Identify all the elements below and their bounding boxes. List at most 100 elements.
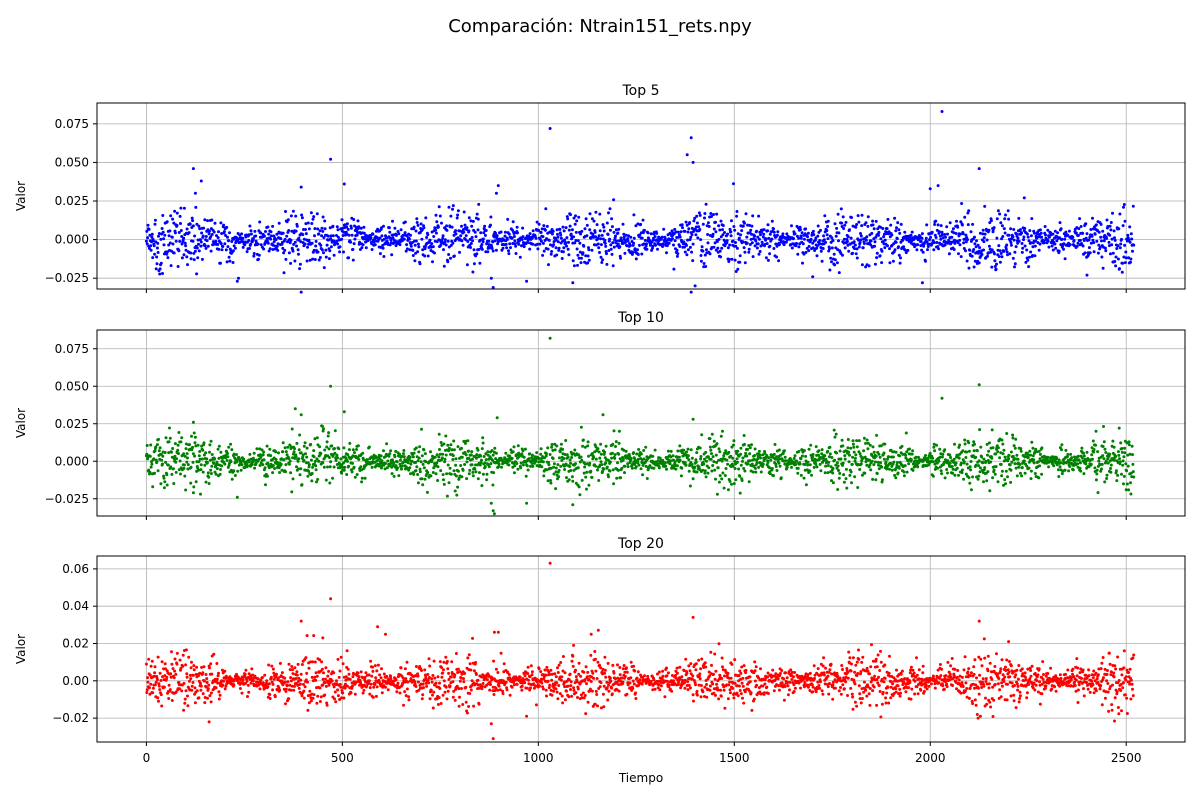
scatter-point — [690, 456, 694, 460]
scatter-point — [588, 212, 592, 216]
scatter-point — [936, 466, 940, 470]
scatter-point — [880, 261, 884, 265]
scatter-point — [790, 224, 793, 228]
scatter-point — [612, 230, 616, 234]
scatter-point — [310, 222, 314, 225]
scatter-point — [987, 449, 991, 453]
scatter-point — [298, 473, 302, 477]
scatter-point — [569, 232, 573, 236]
scatter-point — [608, 237, 612, 241]
scatter-point — [645, 477, 649, 480]
figure-suptitle: Comparación: Ntrain151_rets.npy — [448, 16, 752, 37]
scatter-point — [511, 465, 515, 469]
scatter-point — [890, 464, 894, 468]
scatter-point — [335, 234, 338, 237]
scatter-point — [191, 239, 195, 243]
scatter-point — [635, 452, 639, 456]
scatter-point — [226, 235, 229, 239]
scatter-point — [801, 242, 805, 246]
scatter-point — [973, 259, 977, 263]
scatter-point — [1004, 247, 1008, 251]
scatter-point — [229, 460, 233, 464]
scatter-point — [216, 236, 220, 240]
scatter-point — [809, 443, 813, 447]
scatter-point — [892, 242, 896, 246]
scatter-point — [783, 455, 787, 459]
scatter-point — [738, 474, 742, 478]
scatter-point — [681, 226, 684, 230]
scatter-point — [628, 454, 632, 458]
scatter-point — [680, 451, 684, 455]
scatter-point — [323, 227, 327, 231]
scatter-point — [472, 248, 476, 252]
scatter-point — [841, 215, 845, 219]
scatter-point — [515, 225, 519, 229]
scatter-point — [323, 219, 327, 223]
scatter-point — [228, 231, 231, 235]
scatter-point — [544, 454, 548, 458]
scatter-point — [735, 214, 739, 218]
scatter-point — [761, 465, 764, 468]
scatter-point — [554, 470, 558, 474]
scatter-point — [826, 224, 830, 228]
scatter-point — [616, 468, 620, 472]
scatter-point — [1017, 239, 1021, 243]
scatter-point — [491, 249, 495, 253]
scatter-point — [501, 246, 505, 250]
scatter-point — [298, 262, 302, 266]
scatter-point — [648, 464, 652, 468]
scatter-point — [856, 486, 860, 489]
scatter-point — [153, 471, 157, 475]
scatter-point — [900, 444, 904, 448]
scatter-point — [881, 227, 885, 230]
scatter-point — [748, 459, 752, 463]
scatter-point — [562, 457, 566, 461]
scatter-point — [720, 246, 724, 250]
scatter-point — [474, 470, 478, 474]
scatter-point — [601, 223, 605, 227]
scatter-point — [1113, 236, 1116, 240]
scatter-point — [197, 468, 200, 472]
scatter-point — [387, 226, 391, 230]
scatter-point — [327, 447, 331, 451]
scatter-point — [315, 457, 319, 461]
scatter-point — [863, 455, 867, 459]
scatter-point — [623, 471, 626, 475]
scatter-point — [978, 428, 982, 432]
scatter-point — [205, 457, 209, 461]
scatter-point — [217, 247, 221, 251]
scatter-point — [834, 463, 838, 467]
scatter-point — [549, 252, 553, 256]
scatter-point — [1027, 255, 1031, 259]
scatter-point — [355, 448, 358, 451]
scatter-point — [1000, 224, 1004, 228]
scatter-point — [193, 454, 197, 458]
scatter-point — [1116, 244, 1120, 248]
scatter-point — [894, 229, 898, 233]
scatter-point — [883, 238, 887, 242]
scatter-point — [434, 228, 438, 232]
scatter-point — [964, 233, 968, 237]
scatter-point — [443, 460, 447, 464]
scatter-point — [574, 214, 577, 218]
scatter-point — [866, 447, 870, 451]
scatter-point — [959, 255, 963, 259]
scatter-point — [668, 459, 672, 463]
scatter-point — [977, 249, 981, 253]
scatter-point — [409, 244, 413, 248]
scatter-point — [433, 455, 437, 459]
scatter-point — [844, 220, 848, 224]
scatter-point-outlier — [299, 185, 303, 189]
scatter-point — [550, 445, 554, 449]
scatter-point — [1037, 248, 1041, 252]
scatter-point — [847, 450, 851, 454]
scatter-point — [257, 257, 260, 261]
scatter-point — [902, 470, 906, 474]
scatter-point — [990, 456, 994, 460]
scatter-point — [897, 466, 901, 470]
scatter-point — [333, 447, 336, 450]
scatter-point — [219, 261, 222, 265]
scatter-point — [1046, 455, 1050, 459]
scatter-point — [499, 230, 503, 234]
scatter-point — [879, 225, 882, 229]
